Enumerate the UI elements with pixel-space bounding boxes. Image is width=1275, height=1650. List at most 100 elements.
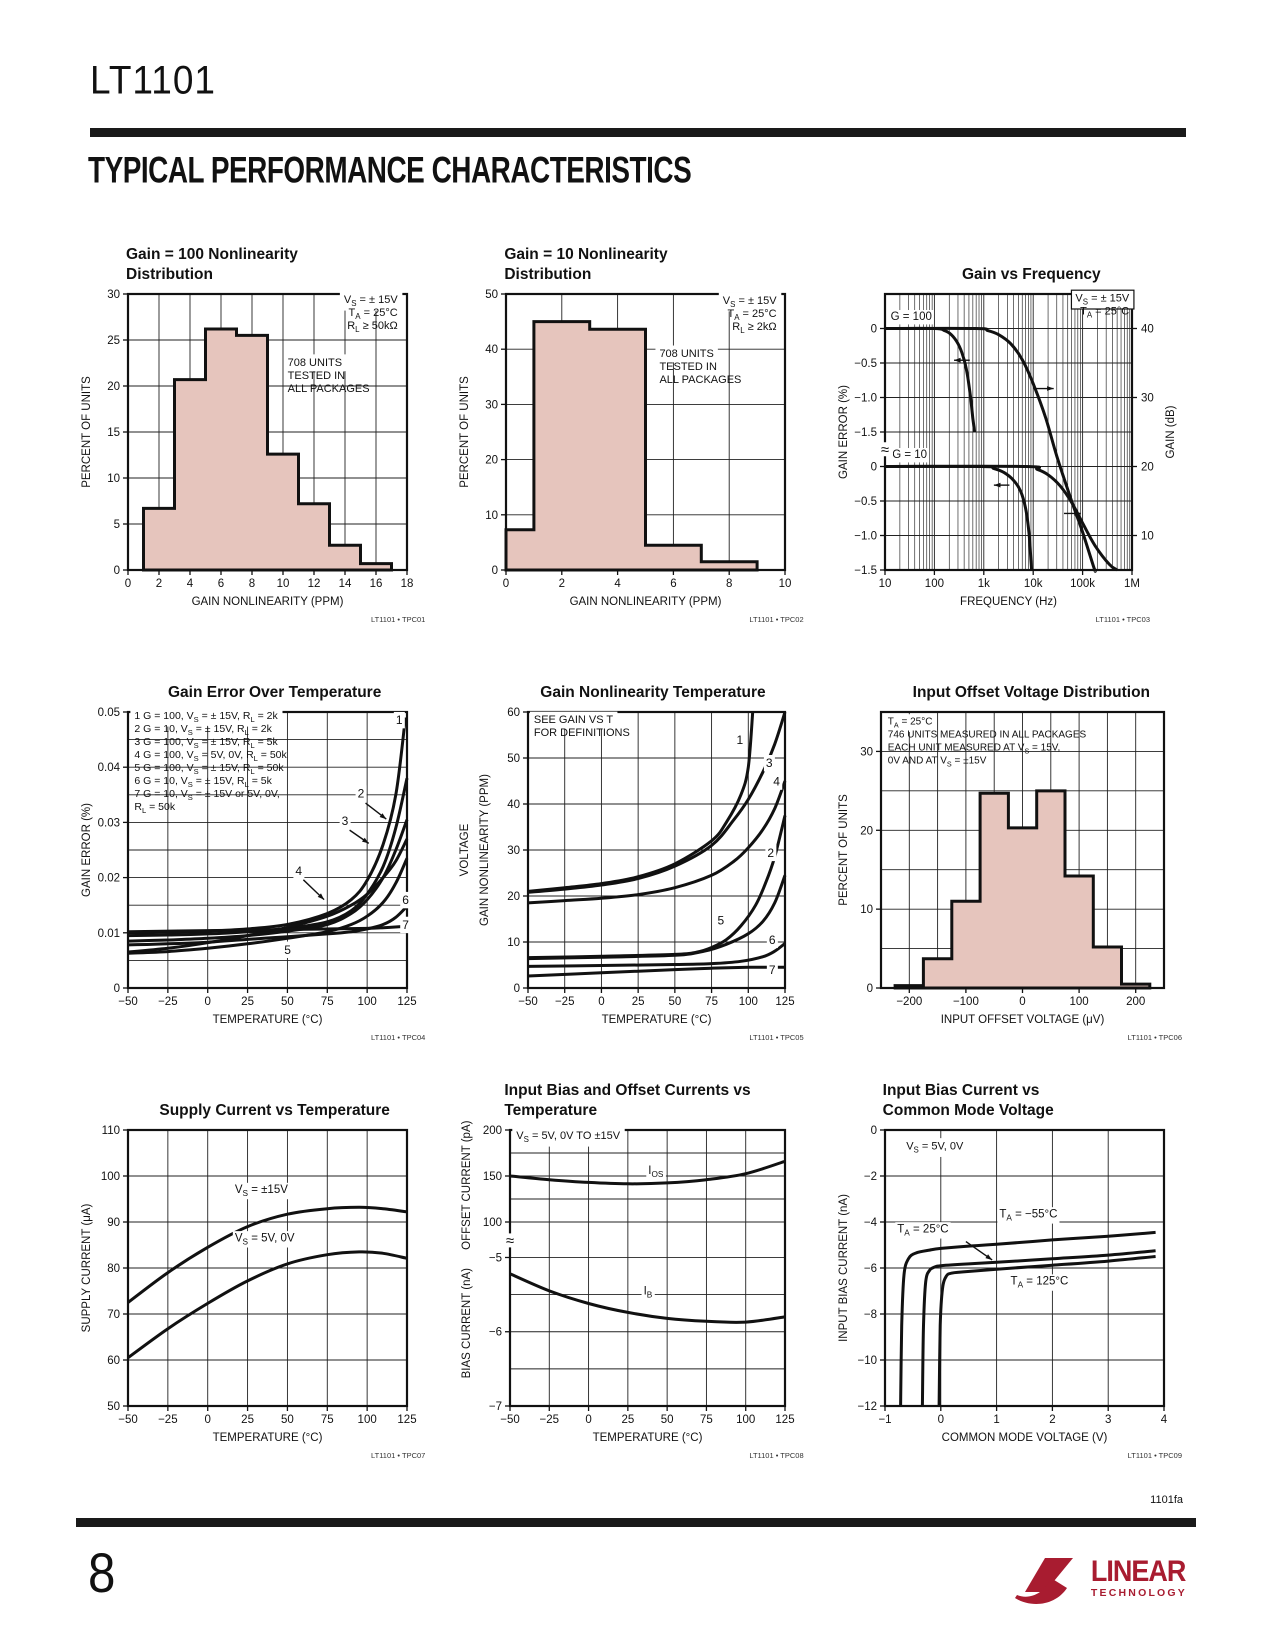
svg-text:−7: −7 [489,1401,502,1413]
svg-text:ALL PACKAGES: ALL PACKAGES [288,383,370,395]
page-number: 8 [88,1541,116,1604]
svg-text:100: 100 [924,578,943,590]
chart-canvas-tpc08: VS = 5V, 0V TO ±15V IOS IB −50 −25 0 25 50 75 100… [461,1120,795,1444]
svg-text:0: 0 [866,983,872,995]
svg-text:125: 125 [776,996,795,1008]
svg-text:0.05: 0.05 [98,707,120,719]
svg-text:2: 2 [768,846,775,860]
svg-text:2: 2 [358,787,365,801]
svg-text:PERCENT OF UNITS: PERCENT OF UNITS [459,376,471,488]
svg-text:TA = 25°C: TA = 25°C [728,308,777,322]
chart-title: Input Bias and Offset Currents vs Temper… [504,1082,751,1119]
svg-text:16: 16 [370,578,383,590]
svg-text:INPUT OFFSET VOLTAGE (μV): INPUT OFFSET VOLTAGE (μV) [940,1014,1104,1026]
svg-text:−8: −8 [864,1309,877,1321]
svg-text:4: 4 [1160,1414,1167,1426]
svg-text:10k: 10k [1024,578,1043,590]
svg-text:−100: −100 [953,996,979,1008]
svg-text:7 G = 10, VS = ± 15V or 5V, 0: 7 G = 10, VS = ± 15V or 5V, 0V, [134,788,279,802]
svg-text:708 UNITS: 708 UNITS [660,348,714,360]
svg-text:100: 100 [358,1414,377,1426]
svg-text:50: 50 [281,996,294,1008]
svg-text:TEMPERATURE (°C): TEMPERATURE (°C) [602,1014,712,1026]
svg-text:TA = 25°C: TA = 25°C [349,307,398,321]
chart-title: Gain Nonlinearity Temperature [540,683,766,701]
chart-canvas-tpc09: VS = 5V, 0V TA = 25°C TA = −55°C TA = 125°C… [838,1125,1168,1444]
chart-credit: LT1101 • TPC05 [749,1033,804,1042]
svg-text:≈: ≈ [881,441,889,458]
svg-text:75: 75 [700,1414,713,1426]
svg-text:200: 200 [483,1125,502,1137]
svg-text:25: 25 [622,1414,635,1426]
svg-text:75: 75 [321,996,334,1008]
svg-text:−25: −25 [158,1414,178,1426]
svg-text:4: 4 [615,578,622,590]
svg-text:GAIN NONLINEARITY (PPM): GAIN NONLINEARITY (PPM) [570,596,722,608]
svg-text:−50: −50 [519,996,539,1008]
chart-title: Supply Current vs Temperature [159,1101,390,1119]
svg-text:0: 0 [205,1414,211,1426]
svg-text:3: 3 [342,814,349,828]
svg-text:50: 50 [281,1414,294,1426]
svg-text:−25: −25 [540,1414,560,1426]
svg-text:VOLTAGE: VOLTAGE [459,823,471,876]
svg-text:PERCENT OF UNITS: PERCENT OF UNITS [81,376,93,488]
svg-text:60: 60 [508,707,521,719]
svg-text:1: 1 [396,713,403,727]
svg-text:G = 100: G = 100 [890,311,931,323]
svg-text:VS = 5V, 0V: VS = 5V, 0V [235,1232,295,1246]
svg-text:2 G = 10, VS = ± 15V, RL = 2k: 2 G = 10, VS = ± 15V, RL = 2k [134,723,272,737]
svg-text:VS = ±15V: VS = ±15V [235,1184,288,1198]
svg-text:746 UNITS MEASURED IN ALL PACK: 746 UNITS MEASURED IN ALL PACKAGES [887,730,1086,741]
svg-text:10: 10 [277,578,290,590]
svg-text:−25: −25 [158,996,178,1008]
svg-text:10: 10 [107,473,120,485]
chart-input-offset-voltage-distribution: Input Offset Voltage Distribution TA = 2… [835,656,1198,1042]
chart-credit: LT1101 • TPC04 [371,1033,426,1042]
chart-credit: LT1101 • TPC06 [1127,1033,1182,1042]
chart-title: Input Offset Voltage Distribution [912,683,1151,701]
svg-text:GAIN ERROR (%): GAIN ERROR (%) [838,385,850,479]
svg-text:0: 0 [937,1414,943,1426]
svg-text:TEMPERATURE (°C): TEMPERATURE (°C) [593,1432,703,1444]
svg-text:7: 7 [402,918,409,932]
svg-text:8: 8 [726,578,732,590]
svg-text:20: 20 [1141,462,1154,474]
svg-text:15: 15 [107,427,120,439]
svg-text:TA = 25°C: TA = 25°C [1080,306,1129,320]
svg-text:TESTED IN: TESTED IN [660,361,718,373]
svg-text:−6: −6 [489,1327,502,1339]
svg-text:20: 20 [860,825,873,837]
svg-text:25: 25 [241,1414,254,1426]
svg-text:5: 5 [114,519,120,531]
svg-text:14: 14 [339,578,352,590]
chart-title: Gain Error Over Temperature [167,683,382,701]
linear-technology-logo: LINEAR TECHNOLOGY [1011,1552,1187,1618]
svg-text:≈: ≈ [506,1232,514,1249]
logo-text-technology: TECHNOLOGY [1090,1586,1187,1599]
svg-text:VS = ± 15V: VS = ± 15V [1075,293,1129,307]
svg-text:125: 125 [397,996,416,1008]
lt-logo-mark [1014,1558,1073,1604]
svg-text:12: 12 [308,578,321,590]
svg-text:FOR DEFINITIONS: FOR DEFINITIONS [534,727,630,739]
svg-text:−25: −25 [555,996,575,1008]
chart-credit: LT1101 • TPC03 [1095,615,1150,624]
svg-text:150: 150 [483,1171,502,1183]
svg-text:ALL PACKAGES: ALL PACKAGES [660,374,742,386]
svg-text:3: 3 [766,756,773,770]
svg-text:IOS: IOS [649,1165,665,1179]
svg-text:−1.5: −1.5 [854,427,877,439]
svg-text:INPUT BIAS CURRENT (nA): INPUT BIAS CURRENT (nA) [838,1194,850,1342]
svg-text:6: 6 [671,578,677,590]
chart-title: Gain vs Frequency [961,265,1101,283]
chart-gain-vs-frequency: Gain vs Frequency VS = ± 15V TA = 25°C G =… [835,238,1198,624]
svg-text:−0.5: −0.5 [854,358,877,370]
svg-text:EACH UNIT MEASURED AT VS = 15V: EACH UNIT MEASURED AT VS = 15V, [887,743,1060,756]
svg-text:0: 0 [514,983,520,995]
chart-gain100-nonlinearity-distribution: Gain = 100 Nonlinearity Distribution VS … [78,238,441,624]
chart-title: Input Bias Current vs Common Mode Voltag… [882,1082,1054,1119]
svg-text:10: 10 [779,578,792,590]
svg-text:75: 75 [321,1414,334,1426]
